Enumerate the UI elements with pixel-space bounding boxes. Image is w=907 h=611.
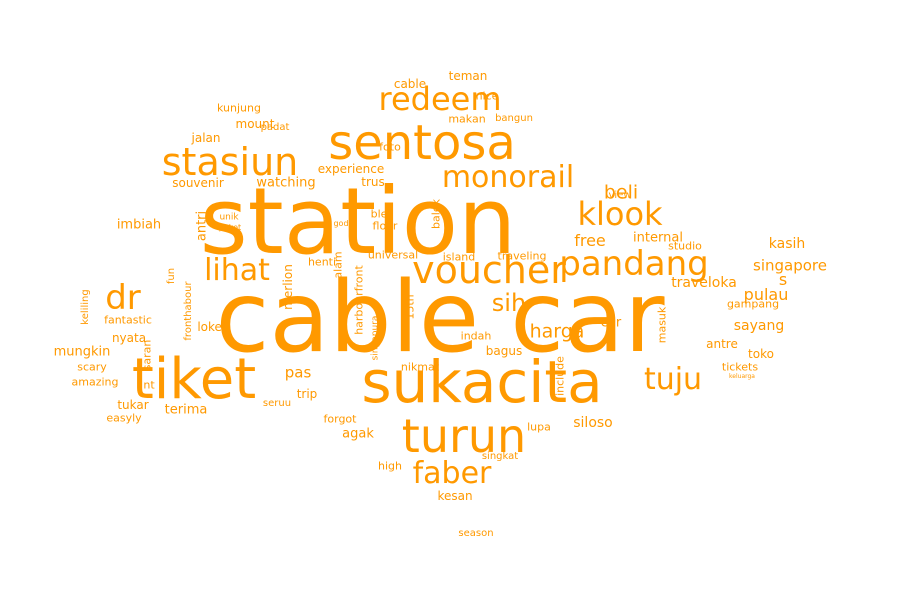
- word-fantastic: fantastic: [104, 313, 152, 327]
- word-teman: teman: [448, 69, 488, 83]
- word-bangun: bangun: [495, 113, 533, 124]
- word-toko: toko: [748, 347, 774, 361]
- word-singkat: singkat: [481, 451, 519, 462]
- word-bagus: bagus: [485, 344, 523, 358]
- word-faber: faber: [412, 456, 492, 491]
- word-turun: turun: [401, 409, 527, 463]
- word-gampang: gampang: [726, 297, 780, 311]
- word-pulau: pulau: [743, 285, 789, 304]
- word-foto: foto: [379, 140, 401, 154]
- word-sayang: sayang: [733, 318, 785, 334]
- word-nt: nt: [143, 378, 155, 392]
- word-nice: nice: [475, 89, 499, 103]
- word-15th: 15th: [403, 294, 417, 320]
- word-tukar: tukar: [117, 398, 149, 412]
- word-scary: scary: [77, 360, 107, 374]
- word-watching: watching: [256, 175, 316, 191]
- word-keliling: keliling: [80, 289, 91, 325]
- word-voucher: voucher: [412, 248, 566, 292]
- word-season: season: [458, 528, 494, 539]
- word-balek: balek: [429, 199, 443, 229]
- word-souvenir: souvenir: [172, 176, 224, 190]
- word-internal: internal: [633, 230, 683, 246]
- word-sih: sih: [491, 289, 527, 317]
- word-antre: antre: [706, 337, 738, 351]
- word-kasih: kasih: [768, 236, 806, 252]
- word-forgot: forgot: [323, 412, 357, 426]
- word-include: include: [553, 356, 567, 396]
- word-s: s: [778, 270, 788, 289]
- word-singapura: singapura: [370, 315, 381, 361]
- word-station: station: [199, 168, 517, 275]
- word-jalan: jalan: [191, 131, 221, 145]
- word-car: car: [600, 315, 622, 331]
- word-seruu: seruu: [262, 398, 292, 409]
- word-siloso: siloso: [573, 415, 613, 431]
- word-beli: beli: [603, 181, 639, 204]
- word-paket: paket: [218, 223, 242, 232]
- word-loket: loket: [197, 320, 227, 334]
- word-mount: mount: [235, 117, 275, 131]
- word-free: free: [574, 231, 606, 250]
- word-sentosa: sentosa: [328, 115, 516, 171]
- word-masuk: masuk: [655, 306, 669, 344]
- word-antri: antri: [194, 210, 210, 242]
- word-view: view: [608, 190, 632, 201]
- word-ble: ble: [370, 207, 388, 221]
- word-mungkin: mungkin: [53, 344, 111, 360]
- word-island: island: [442, 250, 476, 264]
- word-unik: unik: [219, 212, 239, 223]
- word-agak: agak: [342, 426, 374, 442]
- word-monorail: monorail: [441, 160, 575, 195]
- word-god: god: [333, 219, 349, 228]
- word-trus: trus: [361, 175, 385, 189]
- word-studio: studio: [668, 239, 702, 253]
- word-klook: klook: [577, 195, 663, 233]
- word-experience: experience: [317, 162, 385, 176]
- word-trip: trip: [296, 387, 318, 401]
- word-high: high: [378, 459, 402, 473]
- word-cable-car: cable car: [215, 261, 665, 375]
- word-keluarga: keluarga: [729, 373, 755, 380]
- word-indah: indah: [460, 329, 492, 343]
- word-harbourfront: harbourfront: [352, 265, 366, 335]
- word-nyata: nyata: [111, 331, 147, 345]
- word-easyly: easyly: [106, 411, 142, 425]
- word-dr: dr: [105, 278, 141, 318]
- word-nikmat: nikmat: [400, 360, 440, 374]
- word-imbiah: imbiah: [116, 217, 162, 233]
- word-kesan: kesan: [437, 489, 473, 503]
- word-traveling: traveling: [497, 249, 547, 263]
- word-harga: harga: [529, 320, 585, 343]
- word-traveloka: traveloka: [671, 275, 737, 291]
- word-sukacita: sukacita: [361, 348, 603, 416]
- word-fronthabour: fronthabour: [183, 281, 194, 341]
- word-universal: universal: [367, 248, 419, 262]
- word-henti: henti: [307, 255, 337, 269]
- word-floor: floor: [372, 219, 398, 233]
- word-alam: alam: [331, 251, 345, 279]
- word-merlion: merlion: [281, 264, 295, 310]
- word-amazing: amazing: [71, 375, 119, 389]
- word-lihat: lihat: [204, 253, 270, 288]
- word-singapore: singapore: [753, 256, 827, 275]
- word-tuju: tuju: [643, 362, 703, 397]
- word-cable: cable: [393, 77, 427, 91]
- word-stasiun: stasiun: [161, 140, 299, 184]
- word-padat: padat: [260, 122, 290, 133]
- word-pas: pas: [284, 363, 312, 382]
- word-redeem: redeem: [378, 80, 502, 118]
- word-tickets: tickets: [721, 360, 759, 374]
- word-terima: terima: [164, 402, 208, 418]
- word-lupa: lupa: [527, 420, 551, 434]
- word-fun: fun: [166, 267, 177, 285]
- word-kunjung: kunjung: [217, 101, 261, 115]
- word-pandang: pandang: [559, 244, 709, 284]
- word-makan: makan: [448, 112, 486, 126]
- word-tiket: tiket: [131, 347, 257, 412]
